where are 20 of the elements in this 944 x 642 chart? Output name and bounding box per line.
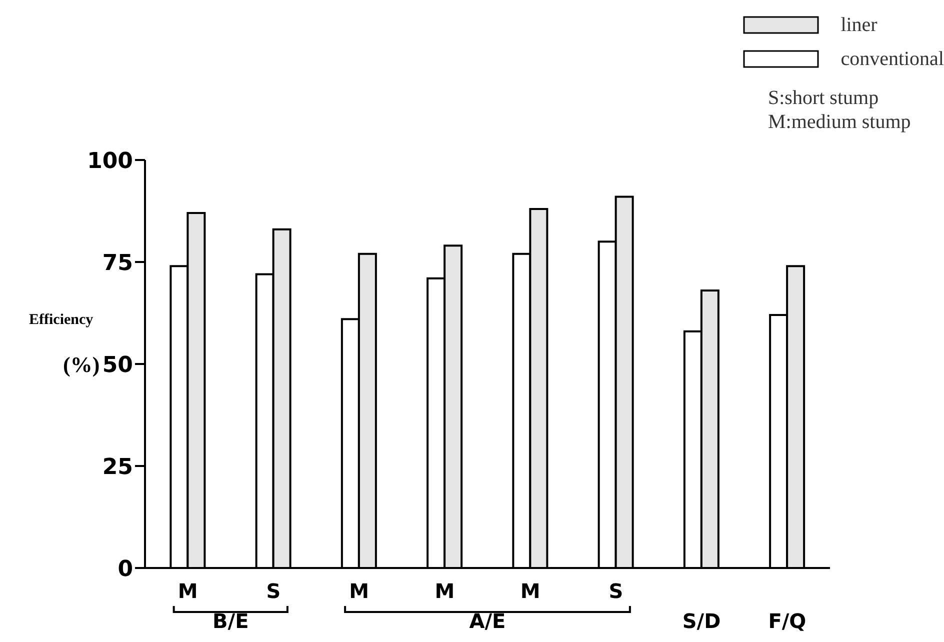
x-tick-label: M xyxy=(349,579,370,603)
y-tick-label: 25 xyxy=(102,454,133,480)
legend-label: liner xyxy=(840,14,878,36)
text: S:short stump xyxy=(768,86,880,110)
x-tick-label: F/Q xyxy=(768,609,806,633)
text: M:medium stump xyxy=(768,110,911,134)
x-tick-label: S xyxy=(266,579,281,603)
y-tick-label: 100 xyxy=(87,148,133,174)
x-tick-label: S/D xyxy=(682,609,721,633)
x-tick-label: S xyxy=(608,579,624,603)
text: A/E xyxy=(469,609,506,633)
legend-label: conventional xyxy=(840,48,944,70)
y-tick-label: 50 xyxy=(102,352,133,378)
x-tick-label: M xyxy=(178,579,198,603)
text: B/E xyxy=(212,609,249,633)
x-tick-label: M xyxy=(520,579,540,603)
y-tick-label: 0 xyxy=(118,556,133,582)
text: Efficiency (%) xyxy=(29,312,100,377)
y-tick-label: 75 xyxy=(102,250,133,276)
x-tick-label: M xyxy=(434,579,455,603)
